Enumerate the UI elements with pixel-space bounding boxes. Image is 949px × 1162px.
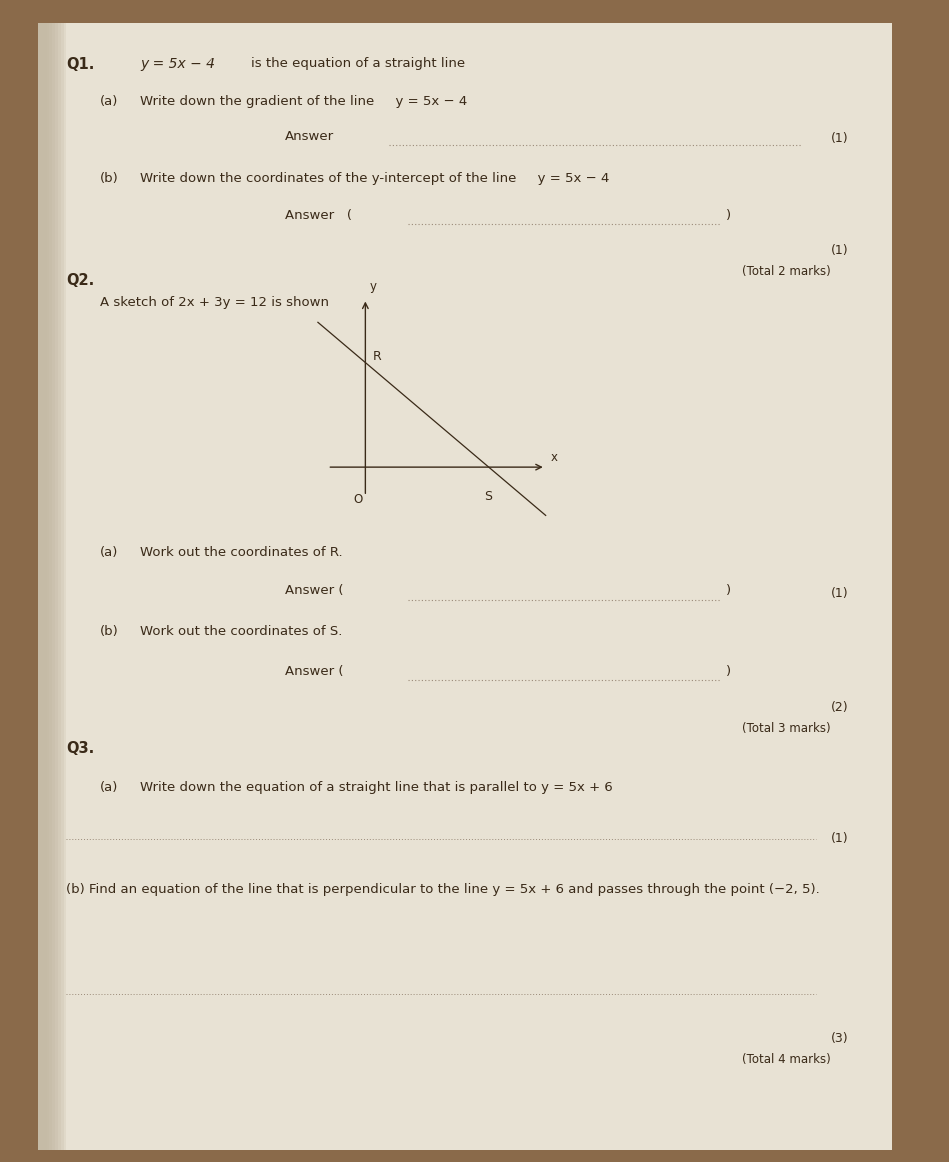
Text: (1): (1) [830,132,848,145]
Text: O: O [353,493,363,505]
Text: Work out the coordinates of R.: Work out the coordinates of R. [140,546,344,559]
FancyBboxPatch shape [38,23,66,1150]
Text: Answer (: Answer ( [285,665,344,677]
Text: is the equation of a straight line: is the equation of a straight line [251,57,466,70]
Text: (b): (b) [100,625,119,638]
Text: R: R [373,350,381,364]
Text: (a): (a) [100,546,118,559]
Text: x: x [550,451,557,464]
Text: Q2.: Q2. [66,273,95,288]
Text: Write down the gradient of the line     y = 5x − 4: Write down the gradient of the line y = … [140,95,468,108]
Text: A sketch of 2x + 3y = 12 is shown: A sketch of 2x + 3y = 12 is shown [100,296,328,309]
Text: S: S [484,490,492,503]
Text: ): ) [726,584,731,597]
Text: (3): (3) [830,1032,848,1045]
Text: (a): (a) [100,95,118,108]
Text: Q3.: Q3. [66,741,95,756]
Text: ): ) [726,665,731,677]
Text: (b): (b) [100,172,119,185]
Text: Write down the equation of a straight line that is parallel to y = 5x + 6: Write down the equation of a straight li… [140,781,613,794]
Text: (2): (2) [830,701,848,713]
Text: (1): (1) [830,587,848,600]
Text: ): ) [726,209,731,222]
FancyBboxPatch shape [38,23,892,1150]
Text: Write down the coordinates of the y-intercept of the line     y = 5x − 4: Write down the coordinates of the y-inte… [140,172,610,185]
FancyBboxPatch shape [38,23,64,1150]
Text: Answer (: Answer ( [285,584,344,597]
Text: (a): (a) [100,781,118,794]
Text: (Total 2 marks): (Total 2 marks) [741,265,830,278]
Text: y: y [369,280,376,293]
Text: (Total 4 marks): (Total 4 marks) [741,1053,830,1066]
Text: Answer: Answer [285,130,334,143]
Text: Answer   (: Answer ( [285,209,352,222]
Text: (Total 3 marks): (Total 3 marks) [742,722,830,734]
Text: (b) Find an equation of the line that is perpendicular to the line y = 5x + 6 an: (b) Find an equation of the line that is… [66,883,820,896]
Text: Q1.: Q1. [66,57,95,72]
Text: y = 5x − 4: y = 5x − 4 [140,57,215,71]
Text: Work out the coordinates of S.: Work out the coordinates of S. [140,625,343,638]
Text: (1): (1) [830,244,848,257]
Text: (1): (1) [830,832,848,845]
